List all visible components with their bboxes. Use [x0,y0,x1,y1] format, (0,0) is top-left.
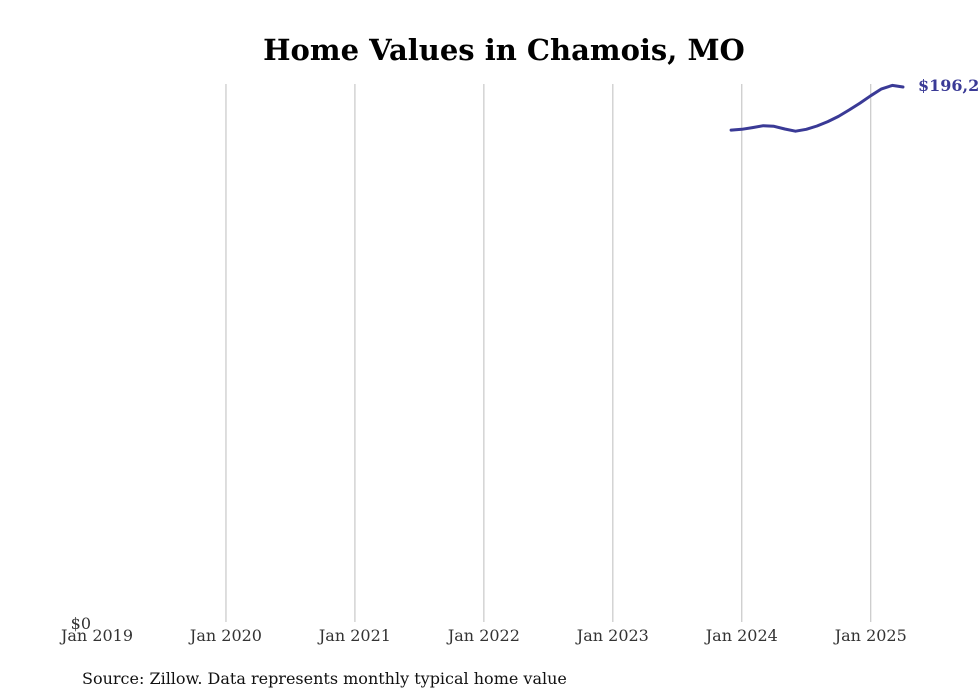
x-tick-label: Jan 2022 [446,626,520,645]
x-axis-ticks: Jan 2019 Jan 2020 Jan 2021 Jan 2022 Jan 2023… [59,626,907,645]
x-tick-label: Jan 2023 [575,626,649,645]
x-tick-label: Jan 2020 [188,626,262,645]
end-value-label: $196,2 [918,76,979,95]
y-axis-ticks: $0 [71,614,91,633]
x-tick-label: Jan 2024 [704,626,778,645]
series-line [729,83,905,133]
chart-title: Home Values in Chamois, MO [263,33,745,67]
gridlines [225,84,872,622]
x-tick-label: Jan 2019 [59,626,133,645]
x-tick-label: Jan 2021 [317,626,391,645]
series-layer [729,83,905,133]
y-tick-label: $0 [71,614,91,633]
x-tick-label: Jan 2025 [833,626,907,645]
source-note: Source: Zillow. Data represents monthly … [82,669,567,688]
